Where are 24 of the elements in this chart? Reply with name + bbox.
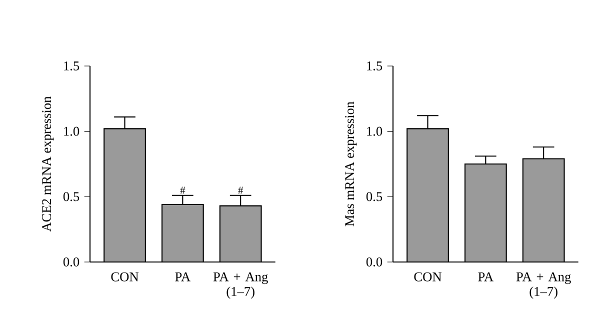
x-tick-label: PA: [478, 272, 494, 282]
bar: [464, 164, 506, 262]
y-tick-label: 1.0: [64, 126, 80, 136]
y-tick-label: 0.0: [63, 257, 80, 267]
bar: [104, 128, 146, 262]
y-tick-label: 0.0: [366, 257, 382, 267]
x-tick-label: CON: [414, 272, 442, 282]
x-tick-label: PA + Ang (1–7): [213, 272, 268, 299]
x-tick-label: PA: [175, 272, 190, 282]
y-tick-label: 0.5: [366, 192, 382, 202]
y-tick-label: 1.5: [64, 61, 80, 70]
y-tick-label: 0.5: [63, 192, 80, 202]
y-axis-title: ACE2 mRNA expression: [42, 96, 54, 232]
annotation: #: [180, 186, 186, 194]
bar: [162, 204, 204, 262]
y-axis-title: Mas mRNA expression: [345, 102, 357, 226]
y-tick-label: 1.5: [367, 61, 382, 70]
x-tick-label: PA + Ang (1–7): [516, 272, 571, 299]
bar: [522, 158, 565, 262]
annotation: #: [238, 186, 244, 194]
bar: [219, 205, 262, 262]
bar: [407, 128, 448, 262]
x-tick-label: CON: [111, 272, 139, 282]
y-tick-label: 1.0: [367, 126, 382, 136]
